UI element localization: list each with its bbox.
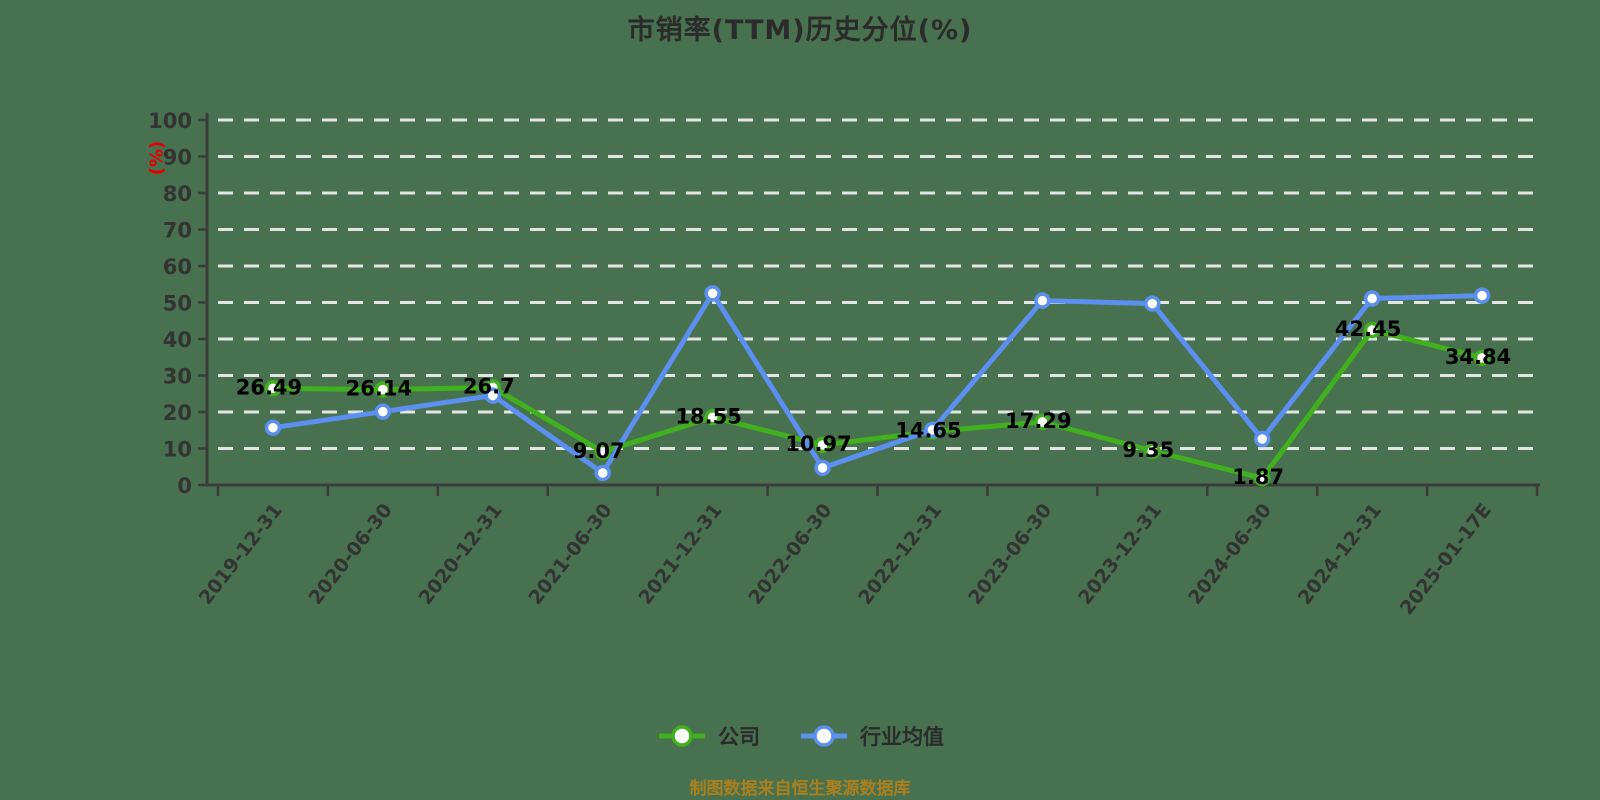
series-point-industry_avg <box>594 464 611 482</box>
y-axis-tick-label: 70 <box>163 219 192 243</box>
value-label-company: 34.84 <box>1445 345 1511 369</box>
series-point-industry_avg <box>814 459 831 477</box>
legend-label-company: 公司 <box>718 725 760 749</box>
x-axis-label: 2022-06-30 <box>744 500 836 609</box>
company-series-marker-icon <box>659 725 705 747</box>
series-point-company <box>1363 321 1381 339</box>
series-point-company <box>594 443 611 461</box>
y-axis-tick-label: 100 <box>148 109 192 133</box>
series-point-industry_avg <box>374 403 392 420</box>
series-line-company <box>270 327 1485 481</box>
y-axis-tick-label: 0 <box>177 474 192 498</box>
value-label-company: 10.97 <box>785 432 851 456</box>
chart-title: 市销率(TTM)历史分位(%) <box>627 15 973 46</box>
industry-average-series-marker-icon <box>801 725 847 747</box>
y-axis-tick-label: 20 <box>163 401 192 425</box>
data-source-note: 制图数据来自恒生聚源数据库 <box>689 779 911 799</box>
y-axis-tick-label: 30 <box>163 365 192 389</box>
y-axis-tick-label: 10 <box>163 438 192 462</box>
value-label-company: 42.45 <box>1335 317 1401 341</box>
x-axis-label: 2021-06-30 <box>524 500 616 609</box>
value-label-company: 17.29 <box>1005 409 1071 433</box>
y-axis-unit-label: (%) <box>147 141 168 176</box>
series-point-industry_avg <box>264 419 282 436</box>
series-point-company <box>264 380 282 397</box>
series-point-industry_avg <box>1363 290 1381 307</box>
series-point-industry_avg <box>1034 292 1051 309</box>
series-point-company <box>1253 469 1271 487</box>
series-point-company <box>704 409 721 426</box>
y-axis-tick-label: 90 <box>163 146 192 170</box>
x-axis-label: 2020-12-31 <box>415 500 507 609</box>
series-point-industry_avg <box>1253 430 1271 448</box>
value-label-company: 18.55 <box>675 404 741 428</box>
series-point-industry_avg <box>1473 287 1491 304</box>
series-point-industry_avg <box>484 387 502 404</box>
series-point-industry_avg <box>704 285 721 302</box>
value-label-company: 9.07 <box>573 439 625 463</box>
series-point-industry_avg <box>924 421 941 439</box>
series-point-company <box>1473 349 1491 367</box>
value-label-company: 26.7 <box>463 375 515 399</box>
y-axis-tick-label: 80 <box>163 182 192 206</box>
legend-label-industry-average: 行业均值 <box>860 725 944 749</box>
x-axis-label: 2021-12-31 <box>634 500 726 609</box>
series-point-company <box>1144 442 1161 460</box>
series-point-industry_avg <box>1144 295 1161 312</box>
x-axis-label: 2023-06-30 <box>964 500 1056 609</box>
chart-legend: 公司 行业均值 <box>0 721 1600 751</box>
series-point-company <box>374 381 392 398</box>
y-axis-tick-label: 50 <box>163 292 192 316</box>
x-axis-label: 2020-06-30 <box>305 500 397 609</box>
series-point-company <box>1034 413 1051 431</box>
value-label-company: 1.87 <box>1232 465 1284 489</box>
x-axis-label: 2025-01-17E <box>1396 500 1496 620</box>
x-axis-label: 2019-12-31 <box>195 500 287 609</box>
series-point-company <box>814 436 831 454</box>
value-label-company: 14.65 <box>895 419 961 443</box>
x-axis-label: 2023-12-31 <box>1074 500 1166 609</box>
legend-item-company[interactable]: 公司 <box>656 721 760 751</box>
value-label-company: 26.14 <box>346 377 412 401</box>
value-label-company: 9.35 <box>1122 438 1174 462</box>
x-axis-label: 2022-12-31 <box>854 500 946 609</box>
x-axis-label: 2024-12-31 <box>1294 500 1386 609</box>
y-axis-tick-label: 40 <box>163 328 192 352</box>
series-line-industry_avg <box>270 290 1485 476</box>
x-axis-label: 2024-06-30 <box>1184 500 1276 609</box>
value-label-company: 26.49 <box>236 375 302 399</box>
legend-item-industry-average[interactable]: 行业均值 <box>798 721 944 751</box>
y-axis-tick-label: 60 <box>163 255 192 279</box>
